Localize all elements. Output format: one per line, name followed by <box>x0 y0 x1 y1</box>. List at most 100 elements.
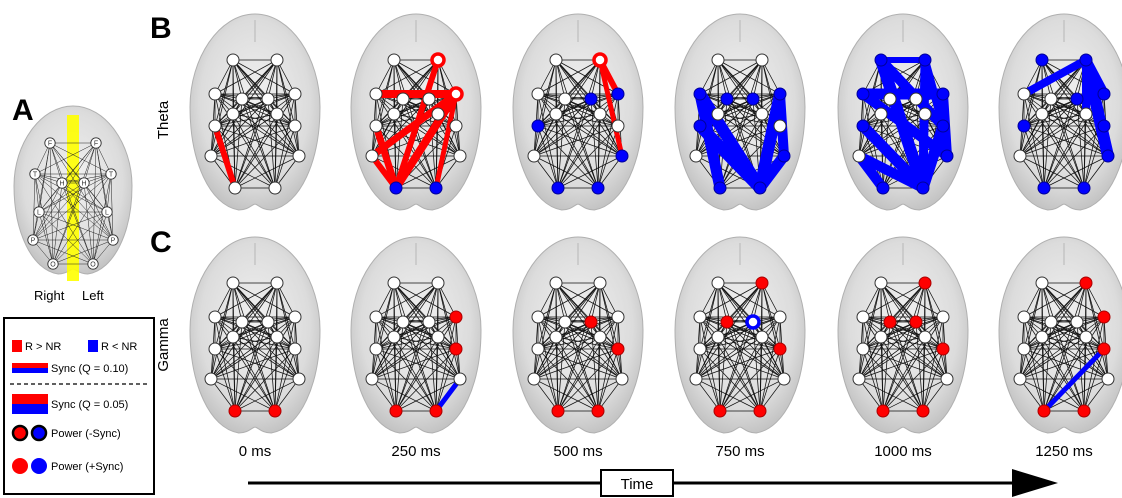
network-node <box>1044 315 1058 329</box>
time-label-2: 500 ms <box>553 443 602 460</box>
network-edge <box>402 321 457 350</box>
network-edge <box>537 282 601 318</box>
gamma-grid <box>189 236 1122 434</box>
network-edge <box>699 336 763 350</box>
network-edge <box>402 321 437 412</box>
network-edge <box>537 316 559 412</box>
network-edge <box>1023 316 1105 350</box>
network-edge <box>210 378 276 412</box>
network-edge <box>375 98 430 127</box>
network-edge <box>214 113 278 127</box>
network-edge <box>719 348 781 412</box>
network-node <box>874 107 888 121</box>
row-label-gamma: Gamma <box>155 318 172 372</box>
network-edge <box>276 282 296 350</box>
network-node <box>288 342 302 356</box>
network-node <box>755 107 769 121</box>
panel-a-edge <box>34 173 54 265</box>
network-node <box>387 276 401 290</box>
network-node <box>693 87 707 101</box>
network-edge <box>267 59 278 100</box>
network-node <box>551 181 565 195</box>
network-edge <box>1023 336 1087 350</box>
network-node <box>1013 149 1027 163</box>
network-edge <box>395 321 430 412</box>
network-node <box>1017 342 1031 356</box>
network-edge <box>210 282 278 380</box>
network-node <box>422 315 436 329</box>
network-node <box>918 107 932 121</box>
network-edge <box>564 321 619 350</box>
network-node <box>720 92 734 106</box>
network-node <box>422 92 436 106</box>
network-node <box>856 342 870 356</box>
network-node <box>396 92 410 106</box>
node-group <box>1013 276 1115 418</box>
network-node <box>268 181 282 195</box>
network-edge <box>375 316 457 350</box>
panel-a-edge <box>38 142 97 213</box>
network-edge <box>533 59 601 157</box>
sync-edge <box>854 151 888 193</box>
network-edge <box>597 378 623 412</box>
network-edge <box>375 348 437 412</box>
network-node <box>1035 276 1049 290</box>
network-node <box>773 119 787 133</box>
panel-a-edge <box>34 173 40 213</box>
network-edge <box>1023 282 1087 318</box>
network-edge <box>234 316 296 412</box>
network-edge <box>371 336 395 380</box>
network-edge <box>537 125 623 157</box>
panel-a-edge <box>52 173 112 265</box>
network-node <box>1097 87 1111 101</box>
network-edge <box>880 336 948 380</box>
panel-a-edge <box>110 173 114 241</box>
network-node <box>270 330 284 344</box>
legend-dot-blue <box>31 458 47 474</box>
network-edge <box>597 348 619 412</box>
network-edge <box>699 282 763 318</box>
network-edge <box>537 316 599 412</box>
network-node <box>208 119 222 133</box>
network-edge <box>395 98 404 189</box>
network-edge <box>210 348 296 380</box>
network-node <box>593 330 607 344</box>
panel-letter-c: C <box>150 226 172 259</box>
network-edge <box>882 316 944 412</box>
network-edge <box>232 59 300 157</box>
network-edge <box>234 321 269 412</box>
network-edge <box>1019 348 1105 380</box>
network-edge <box>537 348 559 412</box>
network-node <box>208 310 222 324</box>
network-edge <box>695 321 754 380</box>
network-edge <box>371 348 457 380</box>
network-edge <box>699 348 721 412</box>
network-node <box>369 310 383 324</box>
network-node <box>874 276 888 290</box>
network-node <box>226 276 240 290</box>
network-edge <box>1019 316 1105 380</box>
node-group <box>365 52 467 195</box>
gamma-brain-3 <box>674 236 806 434</box>
sync-edge <box>212 123 238 191</box>
network-edge <box>274 125 296 189</box>
panel-a-edge <box>32 182 85 241</box>
network-edge <box>210 113 234 157</box>
network-edge <box>375 282 439 318</box>
network-edge <box>210 155 276 189</box>
network-edge <box>1050 321 1105 350</box>
network-node <box>711 53 725 67</box>
network-edge <box>1076 282 1087 323</box>
network-edge <box>557 155 623 189</box>
theta-brain-4 <box>837 13 969 211</box>
panel-a-edge <box>32 239 94 265</box>
network-edge <box>599 282 623 380</box>
network-node <box>448 86 464 102</box>
network-node <box>591 181 605 195</box>
network-node <box>396 315 410 329</box>
network-edge <box>371 321 430 380</box>
network-edge <box>214 316 300 380</box>
network-edge <box>375 93 437 189</box>
network-edge <box>1023 348 1045 412</box>
network-node <box>208 342 222 356</box>
